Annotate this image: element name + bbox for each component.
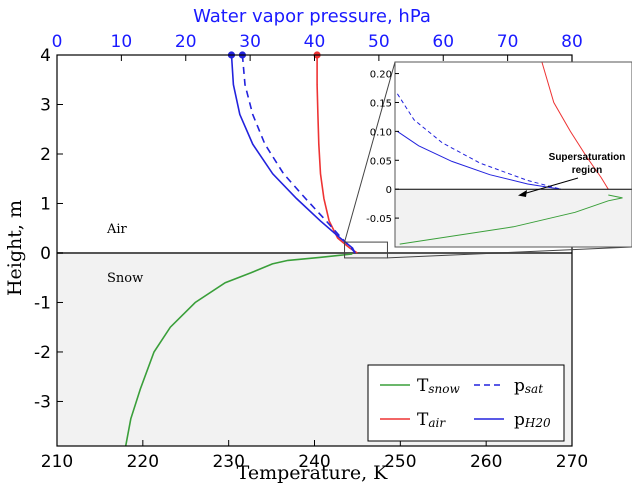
- inset-y-tick-label: 0.10: [370, 127, 392, 138]
- top-tick-label: 70: [497, 32, 519, 52]
- inset-series-t-snow: [399, 194, 623, 245]
- top-axis-title: Water vapor pressure, hPa: [193, 6, 431, 27]
- series-t-air: [316, 55, 358, 254]
- top-tick-label: 30: [239, 32, 261, 52]
- series-t-snow: [124, 253, 353, 447]
- top-tick-label: 10: [111, 32, 133, 52]
- supersaturation-arrowhead: [518, 190, 527, 197]
- series-layer: [124, 54, 358, 447]
- supersaturation-arrow: [522, 177, 579, 195]
- inset-y-tick-label: 0.15: [370, 98, 392, 109]
- top-tick-label: 40: [304, 32, 326, 52]
- supersaturation-label-line2: region: [572, 165, 603, 176]
- inset-series-p-h20: [397, 130, 561, 190]
- top-tick-label: 0: [52, 32, 63, 52]
- legend: Tsnow psat Tair pH20: [367, 364, 565, 442]
- x-tick-label: 260: [470, 452, 502, 472]
- x-tick-label: 240: [298, 452, 330, 472]
- y-tick-label: -1: [34, 293, 51, 313]
- legend-box: [367, 364, 565, 442]
- top-tick-label: 60: [432, 32, 454, 52]
- zoom-box: [344, 241, 388, 259]
- top-tick-label: 20: [175, 32, 197, 52]
- series-p-h20: [230, 54, 356, 254]
- y-tick-label: 1: [40, 194, 51, 214]
- zoom-connector-top: [344, 61, 396, 243]
- inset-snow-region: [395, 189, 632, 247]
- inset-y-tick-label: 0.05: [370, 156, 392, 167]
- legend-label-t-air: Tair: [417, 410, 446, 430]
- zoom-connector-bottom: [387, 246, 632, 259]
- inset-frame: [394, 61, 632, 248]
- top-tick-label: 50: [368, 32, 390, 52]
- inset-plot: 0.20 0.15 0.10 0.05 0 -0.05 Supersaturation r…: [366, 61, 632, 248]
- snow-region-label: Snow: [107, 271, 143, 286]
- x-axis-title: Temperature, K: [237, 462, 389, 484]
- inset-y-tick-label: -0.05: [366, 214, 392, 225]
- y-tick-label: 0: [40, 244, 51, 264]
- y-tick-label: 4: [40, 46, 51, 66]
- x-tick-label: 250: [384, 452, 416, 472]
- x-tick-label: 270: [556, 452, 588, 472]
- y-axis-title: Height, m: [4, 200, 26, 296]
- supersaturation-label-line1: Supersaturation: [549, 152, 626, 163]
- x-tick-label: 220: [127, 452, 159, 472]
- y-tick-label: 3: [40, 95, 51, 115]
- inset-y-tick-label: 0: [386, 185, 392, 196]
- air-region-label: Air: [106, 222, 128, 237]
- y-tick-label: -3: [34, 392, 51, 412]
- y-tick-label: 2: [40, 145, 51, 165]
- inset-y-tick-label: 0.20: [370, 70, 392, 81]
- x-tick-label: 210: [41, 452, 73, 472]
- legend-label-t-snow: Tsnow: [417, 376, 460, 396]
- inset-ticks: 0.20 0.15 0.10 0.05 0 -0.05: [366, 70, 399, 225]
- x-tick-label: 230: [212, 452, 244, 472]
- inset-series-layer: [396, 61, 623, 245]
- top-tick-label: 80: [561, 32, 583, 52]
- legend-label-p-sat: psat: [514, 376, 543, 396]
- inset-series-t-air: [541, 61, 609, 190]
- y-tick-label: -2: [34, 343, 51, 363]
- legend-label-p-h20: pH20: [514, 410, 551, 430]
